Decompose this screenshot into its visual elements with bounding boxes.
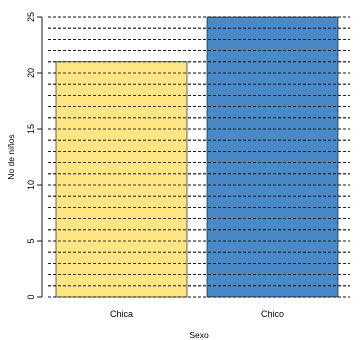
- category-label-chica: Chica: [110, 309, 133, 319]
- y-axis: [37, 16, 43, 298]
- x-axis-title: Sexo: [189, 330, 209, 340]
- bars: [48, 16, 350, 298]
- category-label-chico: Chico: [261, 309, 284, 319]
- y-tick-label: 25: [26, 12, 36, 22]
- y-tick-labels: 0 5 10 15 20 25: [26, 12, 36, 300]
- y-axis-title: No de niños: [6, 134, 16, 179]
- bar-chica: [55, 61, 188, 298]
- bar-chico: [206, 16, 339, 298]
- y-tick-label: 15: [26, 124, 36, 134]
- y-tick-label: 5: [26, 238, 36, 243]
- y-tick-label: 10: [26, 180, 36, 190]
- x-category-labels: Chica Chico: [110, 309, 284, 319]
- y-tick-label: 0: [26, 294, 36, 299]
- y-tick-label: 20: [26, 68, 36, 78]
